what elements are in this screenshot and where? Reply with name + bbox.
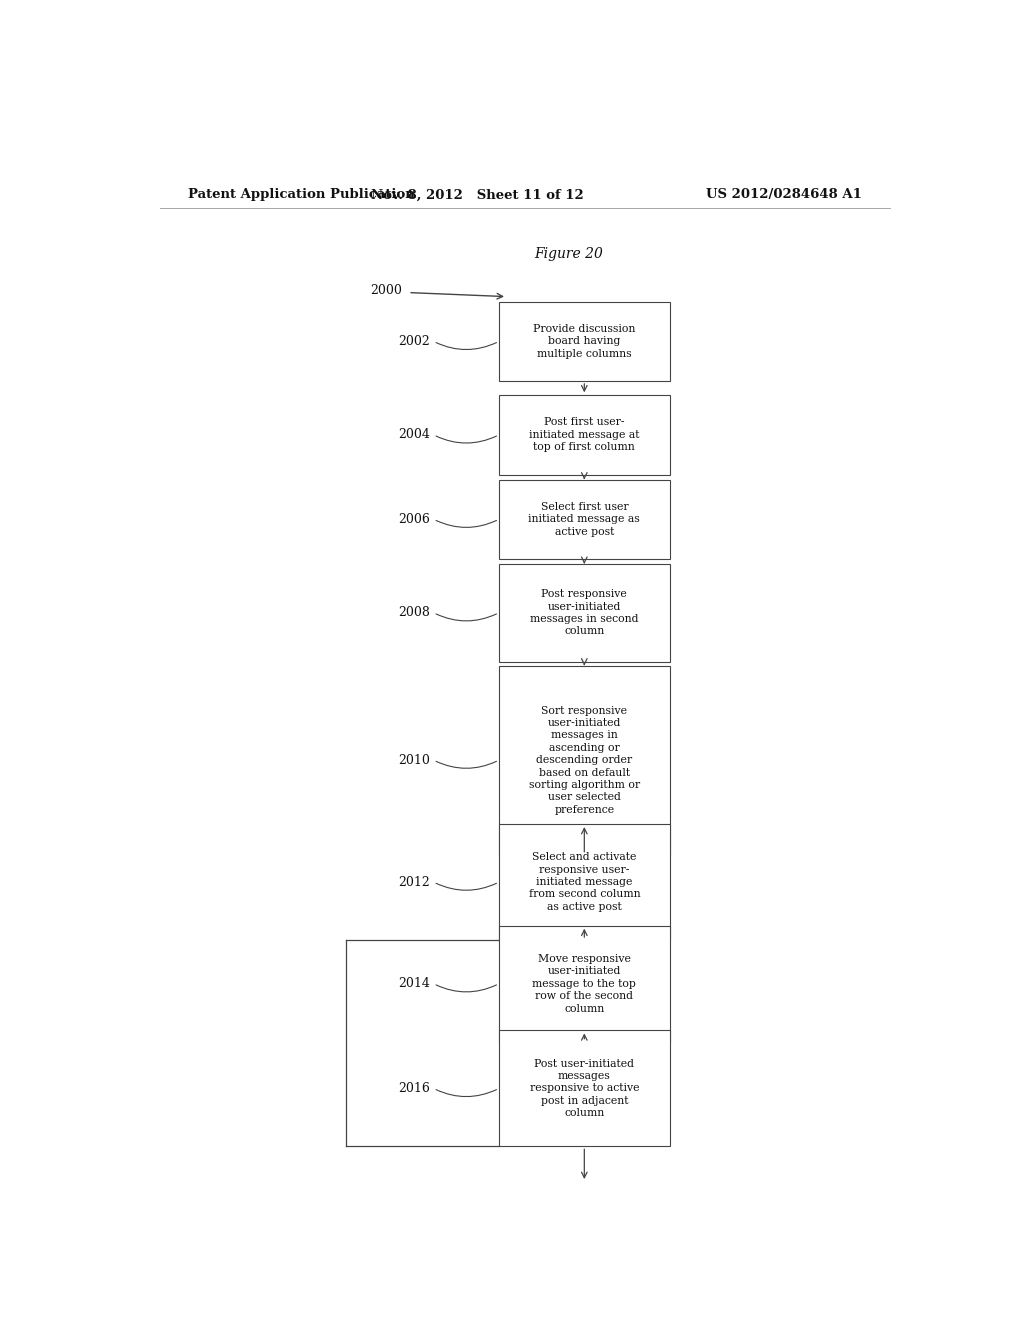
Text: Patent Application Publication: Patent Application Publication: [187, 189, 415, 202]
FancyBboxPatch shape: [499, 925, 670, 1041]
Text: 2004: 2004: [397, 429, 430, 441]
Text: Select and activate
responsive user-
initiated message
from second column
as act: Select and activate responsive user- ini…: [528, 853, 640, 912]
Text: Sort responsive
user-initiated
messages in
ascending or
descending order
based o: Sort responsive user-initiated messages …: [528, 705, 640, 814]
FancyBboxPatch shape: [499, 479, 670, 558]
Text: US 2012/0284648 A1: US 2012/0284648 A1: [707, 189, 862, 202]
FancyBboxPatch shape: [499, 665, 670, 854]
Text: 2010: 2010: [397, 754, 430, 767]
FancyBboxPatch shape: [499, 824, 670, 940]
Text: Post first user-
initiated message at
top of first column: Post first user- initiated message at to…: [529, 417, 640, 453]
Text: Post responsive
user-initiated
messages in second
column: Post responsive user-initiated messages …: [530, 589, 639, 636]
Text: 2016: 2016: [397, 1082, 430, 1094]
FancyBboxPatch shape: [499, 395, 670, 474]
Text: Select first user
initiated message as
active post: Select first user initiated message as a…: [528, 502, 640, 537]
Text: 2000: 2000: [370, 284, 401, 297]
Text: 2008: 2008: [397, 606, 430, 619]
Text: Nov. 8, 2012   Sheet 11 of 12: Nov. 8, 2012 Sheet 11 of 12: [371, 189, 584, 202]
Text: 2002: 2002: [397, 335, 430, 348]
Text: 2006: 2006: [397, 512, 430, 525]
Text: Move responsive
user-initiated
message to the top
row of the second
column: Move responsive user-initiated message t…: [532, 954, 636, 1014]
FancyBboxPatch shape: [499, 564, 670, 661]
Text: 2012: 2012: [397, 875, 430, 888]
Text: Post user-initiated
messages
responsive to active
post in adjacent
column: Post user-initiated messages responsive …: [529, 1059, 639, 1118]
Text: Provide discussion
board having
multiple columns: Provide discussion board having multiple…: [534, 323, 636, 359]
Text: Figure 20: Figure 20: [534, 247, 603, 261]
FancyBboxPatch shape: [499, 1031, 670, 1146]
FancyBboxPatch shape: [499, 302, 670, 381]
Text: 2014: 2014: [397, 977, 430, 990]
